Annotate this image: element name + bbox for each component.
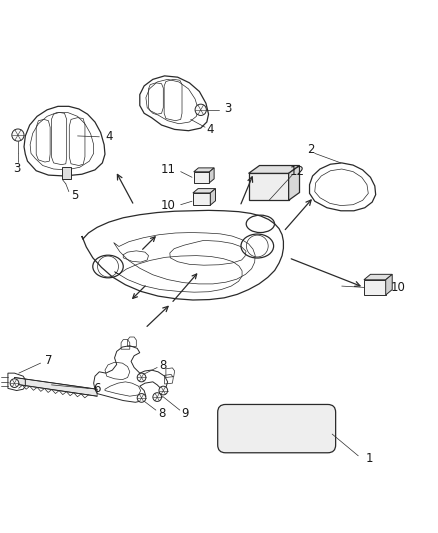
Text: 3: 3 (14, 162, 21, 175)
Text: 10: 10 (161, 199, 176, 212)
Text: 8: 8 (159, 359, 167, 372)
Text: 12: 12 (290, 165, 305, 178)
Circle shape (153, 393, 162, 401)
Text: 5: 5 (71, 189, 78, 202)
Text: 2: 2 (307, 143, 315, 156)
Polygon shape (194, 168, 214, 172)
Polygon shape (14, 377, 97, 396)
Polygon shape (193, 193, 210, 205)
Text: 4: 4 (207, 123, 214, 136)
Circle shape (137, 373, 146, 382)
Bar (62, 167, 71, 180)
Text: 6: 6 (93, 382, 100, 395)
Circle shape (195, 104, 206, 116)
Circle shape (137, 393, 146, 402)
Polygon shape (386, 274, 392, 295)
Polygon shape (194, 172, 209, 183)
Text: 4: 4 (105, 130, 113, 143)
Polygon shape (209, 168, 214, 183)
Circle shape (12, 129, 24, 141)
Text: 7: 7 (45, 354, 52, 367)
Bar (249, 173, 289, 200)
Polygon shape (364, 274, 392, 280)
Text: 8: 8 (158, 407, 165, 419)
Text: 1: 1 (365, 453, 373, 465)
Circle shape (10, 379, 19, 387)
FancyBboxPatch shape (218, 405, 336, 453)
Text: 11: 11 (160, 164, 176, 176)
Text: 9: 9 (181, 407, 189, 420)
Polygon shape (289, 166, 300, 200)
Polygon shape (249, 166, 300, 173)
Polygon shape (364, 280, 386, 295)
Polygon shape (193, 189, 215, 193)
Circle shape (159, 386, 168, 395)
Text: 3: 3 (224, 102, 232, 116)
Text: 10: 10 (391, 281, 406, 294)
Polygon shape (210, 189, 215, 205)
